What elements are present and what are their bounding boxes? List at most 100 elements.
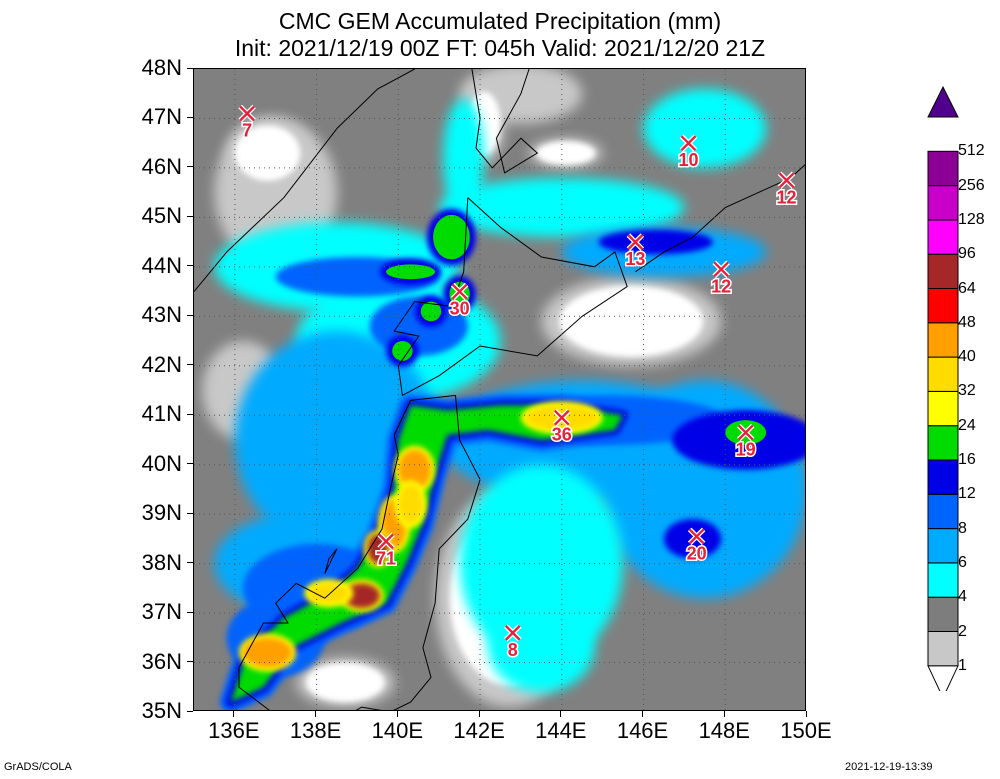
lat-tick-mark [187, 562, 193, 564]
lon-tick-label: 142E [453, 718, 505, 743]
lat-tick-mark [187, 413, 193, 415]
coastline [393, 197, 628, 397]
colorbar-segment [927, 356, 959, 392]
colorbar-segment [927, 493, 959, 530]
marker-value-label: 20 [687, 543, 707, 563]
precip-area-16mm [420, 301, 442, 322]
colorbar-segment [927, 219, 959, 255]
lat-tick-label: 38N [141, 549, 182, 575]
max-precip-marker: 8 [503, 624, 522, 661]
max-precip-marker: 36 [550, 408, 573, 446]
colorbar-segment [927, 253, 959, 289]
colorbar-segment [927, 425, 959, 461]
precip-area-light [459, 464, 624, 663]
precip-area-light [439, 177, 685, 238]
marker-x-icon [737, 424, 754, 441]
precip-area-16mm [392, 341, 413, 361]
max-precip-marker: 71 [375, 532, 398, 570]
colorbar-level-label: 96 [958, 245, 976, 263]
marker-value-label: 12 [777, 187, 797, 207]
precip-area-light [443, 98, 485, 218]
colorbar-segment [927, 631, 959, 667]
colorbar-segment [927, 562, 959, 598]
marker-x-icon [504, 625, 521, 641]
coastline [324, 548, 338, 574]
lat-tick-label: 47N [141, 104, 182, 130]
marker-value-label: 19 [736, 440, 756, 460]
colorbar-level-label: 4 [958, 588, 967, 606]
lat-tick-mark [187, 463, 193, 465]
max-precip-marker: 12 [775, 171, 798, 209]
lon-tick-mark [560, 711, 562, 717]
precip-area-heavy [398, 449, 432, 490]
lon-tick-mark [396, 711, 398, 717]
precip-area-light [643, 88, 767, 168]
precip-area-heavy [243, 637, 293, 668]
lat-tick-mark [187, 314, 193, 316]
colorbar-segment [927, 596, 959, 633]
precip-area-16mm [433, 214, 470, 260]
marker-value-label: 8 [508, 640, 518, 660]
precip-area-16mm [386, 264, 436, 280]
colorbar-segment [927, 528, 959, 564]
footer-software-label: GrADS/COLA [4, 761, 72, 773]
max-precip-marker: 12 [710, 260, 733, 298]
marker-value-label: 10 [678, 150, 698, 170]
marker-x-icon [688, 528, 705, 545]
colorbar-level-label: 40 [958, 348, 976, 366]
lat-tick-label: 41N [141, 401, 182, 427]
marker-x-icon [627, 234, 644, 250]
precipitation-map: 7 10 12 13 12 30 36 19 71 20 8 [193, 68, 806, 711]
max-precip-marker: 19 [734, 423, 757, 461]
colorbar-segment [927, 150, 959, 187]
lat-tick-mark [187, 611, 193, 613]
lon-tick-label: 140E [371, 718, 424, 743]
precip-area-moderate [598, 229, 714, 255]
lat-tick-mark [187, 661, 193, 663]
marker-value-label: 30 [450, 299, 470, 319]
colorbar-level-label: 128 [958, 210, 985, 228]
coastline [471, 69, 539, 174]
map-canvas: 7 10 12 13 12 30 36 19 71 20 8 [194, 69, 805, 710]
chart-title: CMC GEM Accumulated Precipitation (mm) [278, 8, 722, 34]
lat-tick-label: 46N [141, 153, 182, 179]
coastline [238, 394, 481, 710]
colorbar-segment [927, 185, 959, 221]
max-precip-marker: 13 [624, 233, 647, 271]
colorbar-level-label: 256 [958, 176, 985, 194]
colorbar-level-label: 64 [958, 279, 976, 297]
lon-tick-mark [723, 711, 725, 717]
precip-area-heavy [398, 484, 423, 525]
colorbar-level-label: 6 [958, 553, 967, 571]
coastline [194, 69, 415, 292]
colorbar-level-label: 24 [958, 416, 976, 434]
footer-timestamp: 2021-12-19-13:39 [845, 761, 933, 773]
max-precip-marker: 10 [677, 134, 700, 172]
precip-band-16mm [230, 405, 624, 703]
lat-tick-label: 42N [141, 351, 182, 377]
precip-area-none [305, 662, 385, 703]
lat-tick-mark [187, 67, 193, 69]
colorbar-level-label: 32 [958, 382, 976, 400]
precip-area-light [488, 603, 595, 693]
lon-tick-label: 144E [535, 718, 587, 743]
lon-tick-mark [805, 711, 807, 717]
marker-value-label: 71 [376, 548, 396, 568]
lon-tick-mark [233, 711, 235, 717]
max-precip-marker: 7 [238, 104, 256, 142]
colorbar-segment [927, 390, 959, 427]
max-precip-marker: 30 [448, 282, 471, 320]
lon-tick-label: 150E [780, 718, 832, 743]
marker-value-label: 13 [625, 249, 645, 269]
lon-tick-mark [315, 711, 317, 717]
precip-area-none [234, 125, 301, 181]
lat-tick-label: 37N [141, 599, 182, 625]
lon-tick-label: 146E [616, 718, 669, 743]
colorbar-level-label: 1 [958, 656, 967, 674]
precip-area-none [536, 141, 596, 165]
colorbar [927, 85, 959, 691]
lon-tick-label: 138E [289, 718, 342, 743]
colorbar-level-label: 12 [958, 485, 976, 503]
marker-x-icon [451, 283, 468, 300]
colorbar-level-label: 8 [958, 519, 967, 537]
